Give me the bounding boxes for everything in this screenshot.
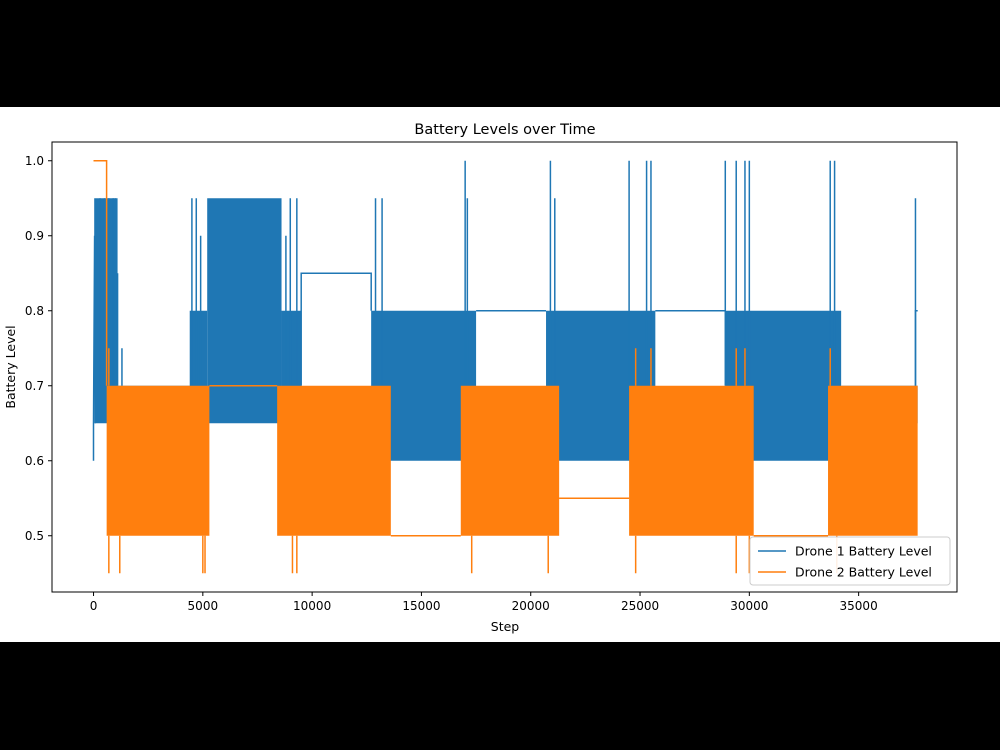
y-tick-label: 0.5 [25, 529, 44, 543]
series-drone-2 [93, 159, 918, 574]
x-tick-label: 15000 [402, 599, 440, 613]
x-tick-label: 35000 [840, 599, 878, 613]
y-axis: 0.5 0.6 0.7 0.8 0.9 1.0 [25, 154, 52, 543]
x-tick-label: 10000 [293, 599, 331, 613]
chart-figure: 0 5000 10000 15000 20000 25000 30000 35000 0.5 0… [0, 107, 1000, 642]
battery-levels-chart: 0 5000 10000 15000 20000 25000 30000 35000 0.50… [3, 122, 958, 634]
series-2-band [277, 385, 391, 536]
x-tick-label: 30000 [730, 599, 768, 613]
y-tick-label: 1.0 [25, 154, 44, 168]
y-tick-label: 0.9 [25, 229, 44, 243]
axes-frame [51, 141, 958, 593]
legend: Drone 1 Battery Level Drone 2 Battery Le… [749, 536, 951, 586]
series-2-band [460, 385, 560, 536]
series-1-line [300, 272, 372, 386]
x-tick-label: 25000 [621, 599, 659, 613]
series-2-band [828, 385, 918, 536]
y-tick-label: 0.7 [25, 379, 44, 393]
chart-title: Battery Levels over Time [414, 122, 595, 138]
y-axis-label: Battery Level [3, 325, 18, 408]
x-axis-label: Step [491, 619, 520, 634]
series-2-line [93, 159, 108, 386]
x-tick-label: 20000 [512, 599, 550, 613]
series-1-band [207, 198, 282, 424]
x-axis: 0 5000 10000 15000 20000 25000 30000 35000 [90, 592, 878, 613]
y-tick-label: 0.6 [25, 454, 44, 468]
x-tick-label: 0 [90, 599, 98, 613]
legend-label-drone-2: Drone 2 Battery Level [795, 565, 932, 580]
plot-content [92, 159, 918, 574]
legend-box [749, 536, 951, 586]
legend-label-drone-1: Drone 1 Battery Level [795, 544, 932, 559]
series-2-band [629, 385, 754, 536]
series-2-band [106, 385, 210, 536]
y-tick-label: 0.8 [25, 304, 44, 318]
x-tick-label: 5000 [188, 599, 219, 613]
